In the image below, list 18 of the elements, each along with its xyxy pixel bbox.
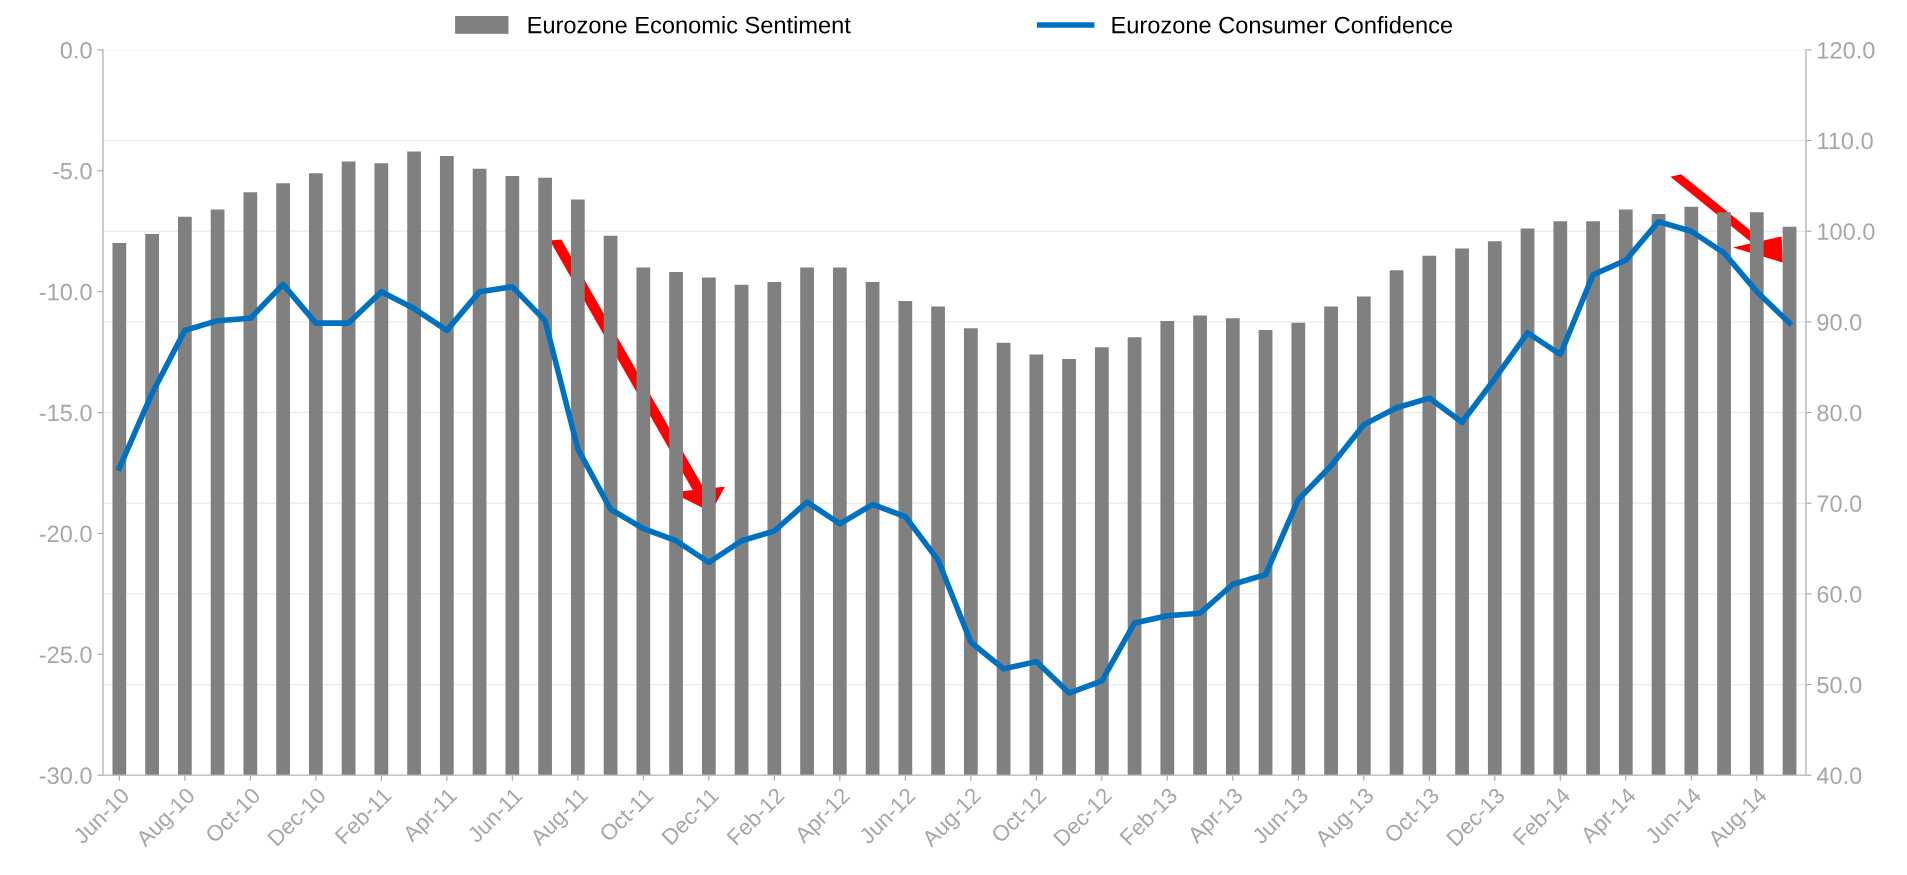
legend-label: Eurozone Economic Sentiment (528, 16, 851, 34)
y-tick-label: -15.0 (39, 404, 92, 422)
y-tick-label: -25.0 (39, 646, 92, 664)
y2-tick-label: 40.0 (1816, 767, 1862, 785)
legend-label: Eurozone Consumer Confidence (1112, 16, 1453, 34)
y2-tick-label: 120.0 (1818, 41, 1875, 59)
y-tick-label: 0.0 (60, 41, 92, 59)
y2-tick-label: 100.0 (1818, 223, 1875, 241)
y2-tick-label: 90.0 (1817, 313, 1862, 331)
y2-tick-label: 60.0 (1817, 585, 1862, 603)
y2-tick-label: 50.0 (1817, 676, 1862, 694)
y2-tick-label: 80.0 (1817, 404, 1862, 422)
y-tick-label: -5.0 (52, 162, 92, 180)
y-tick-label: -30.0 (39, 767, 92, 785)
y2-tick-label: 110.0 (1818, 132, 1873, 150)
y-tick-label: -20.0 (39, 525, 92, 543)
y-tick-label: -10.0 (39, 283, 92, 301)
y2-tick-label: 70.0 (1817, 495, 1862, 513)
